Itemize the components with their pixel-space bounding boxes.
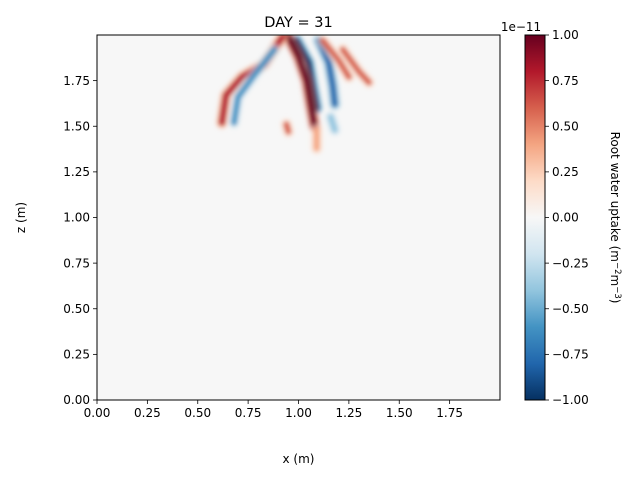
colorbar — [524, 34, 546, 401]
colorbar-ticks: −1.00 −0.75 −0.50 −0.25 0.00 0.25 0.50 0.75 1.00 — [545, 28, 589, 407]
y-axis-label: z (m) — [14, 202, 28, 233]
y-axis-ticks: 0.00 0.25 0.50 0.75 1.00 1.25 1.50 1.75 — [63, 74, 97, 407]
colorbar-tick-label: −0.50 — [552, 302, 589, 316]
x-tick-label: 1.00 — [285, 406, 312, 420]
y-tick-label: 1.50 — [63, 119, 90, 133]
positive-uptake-streak — [283, 121, 292, 135]
x-tick-label: 0.25 — [134, 406, 161, 420]
colorbar-tick-label: −0.75 — [552, 348, 589, 362]
y-tick-label: 0.50 — [63, 302, 90, 316]
y-tick-label: 0.25 — [63, 348, 90, 362]
negative-uptake-streak — [231, 46, 278, 126]
negative-uptake-streak — [327, 114, 338, 133]
colorbar-tick-label: 1.00 — [552, 28, 579, 42]
y-tick-label: 1.00 — [63, 211, 90, 225]
colorbar-tick-label: 0.75 — [552, 74, 579, 88]
x-tick-label: 0.75 — [235, 406, 262, 420]
x-tick-label: 1.50 — [386, 406, 413, 420]
y-tick-label: 1.25 — [63, 165, 90, 179]
y-tick-label: 1.75 — [63, 74, 90, 88]
colorbar-offset-text: 1e−11 — [501, 20, 541, 34]
colorbar-tick-label: 0.25 — [552, 165, 579, 179]
colorbar-tick-label: −0.25 — [552, 256, 589, 270]
y-tick-label: 0.00 — [63, 393, 90, 407]
positive-uptake-streak — [285, 35, 318, 130]
negative-uptake-streak — [315, 37, 338, 108]
x-tick-label: 1.75 — [436, 406, 463, 420]
colorbar-tick-label: 0.50 — [552, 119, 579, 133]
heatmap-layer — [215, 35, 375, 155]
colorbar-label: Root water uptake (m−2m−3) — [608, 132, 622, 304]
x-axis-ticks: 0.00 0.25 0.50 0.75 1.00 1.25 1.50 1.75 — [84, 400, 463, 420]
colorbar-tick-label: 0.00 — [552, 211, 579, 225]
colorbar-tick-label: −1.00 — [552, 393, 589, 407]
plot-background — [97, 35, 500, 400]
x-axis-label: x (m) — [283, 452, 315, 466]
positive-uptake-streak — [319, 37, 352, 80]
positive-uptake-streak — [339, 46, 372, 86]
chart-title: DAY = 31 — [264, 15, 332, 31]
x-tick-label: 1.25 — [336, 406, 363, 420]
y-tick-label: 0.75 — [63, 256, 90, 270]
x-tick-label: 0.00 — [84, 406, 111, 420]
x-tick-label: 0.50 — [184, 406, 211, 420]
